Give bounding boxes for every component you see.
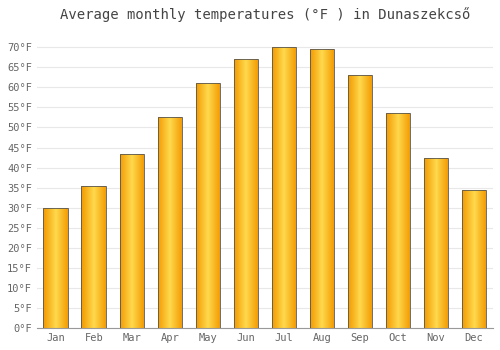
Bar xyxy=(158,118,182,328)
Bar xyxy=(196,83,220,328)
Bar xyxy=(44,208,68,328)
Bar xyxy=(424,158,448,328)
Bar xyxy=(386,113,410,328)
Title: Average monthly temperatures (°F ) in Dunaszekcső: Average monthly temperatures (°F ) in Du… xyxy=(60,7,470,22)
Bar xyxy=(462,190,486,328)
Bar xyxy=(310,49,334,328)
Bar xyxy=(120,154,144,328)
Bar xyxy=(234,59,258,328)
Bar xyxy=(348,75,372,328)
Bar xyxy=(272,47,296,328)
Bar xyxy=(82,186,106,328)
